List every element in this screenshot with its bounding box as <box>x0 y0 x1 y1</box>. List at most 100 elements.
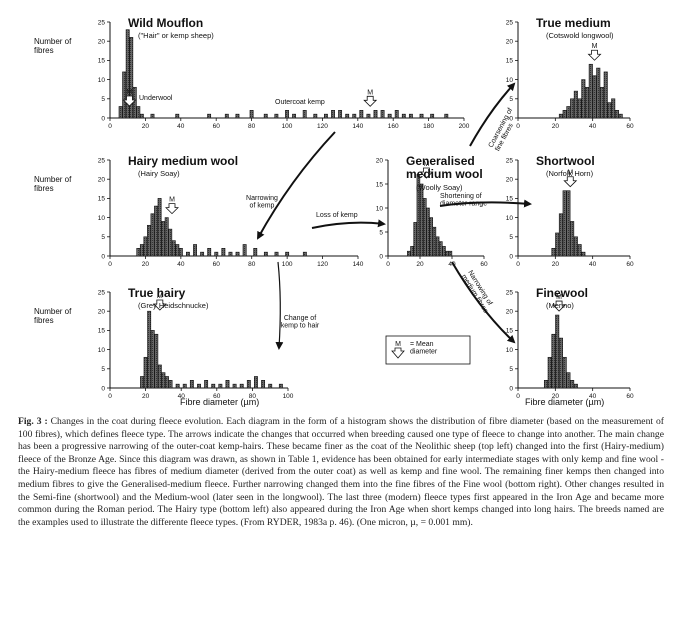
histogram-bar <box>218 383 223 389</box>
histogram-bar <box>147 310 152 389</box>
histogram-bar <box>225 380 230 389</box>
histogram-bar <box>558 113 563 119</box>
x-tick-label: 40 <box>448 261 456 268</box>
histogram-bar <box>139 113 144 119</box>
y-tick-label: 5 <box>509 366 513 373</box>
histogram-bar <box>562 110 567 119</box>
mean-marker-letter: M <box>423 161 429 168</box>
y-tick-label: 10 <box>98 215 106 222</box>
x-tick-label: 160 <box>388 123 399 130</box>
x-tick-label: 60 <box>626 123 634 130</box>
panel-title: True medium <box>536 16 611 30</box>
mean-marker: M <box>363 89 378 107</box>
histogram-bar <box>380 110 385 119</box>
y-tick-label: 25 <box>98 19 106 26</box>
x-tick-label: 60 <box>213 261 221 268</box>
x-tick-label: 0 <box>108 393 112 400</box>
mean-arrow-icon <box>552 300 567 312</box>
histogram-bar <box>408 113 413 119</box>
histogram-bar <box>147 224 151 257</box>
histogram-bar <box>599 86 605 119</box>
panel-title: Finewool <box>536 286 588 300</box>
x-tick-label: 20 <box>142 123 150 130</box>
histogram-bar <box>182 383 187 389</box>
x-tick-label: 0 <box>108 123 112 130</box>
y-tick-label: 20 <box>376 157 384 164</box>
histogram-bar <box>292 113 297 119</box>
histogram-bar <box>211 383 216 389</box>
histogram-bar <box>566 190 571 257</box>
histogram-bar <box>302 251 307 257</box>
mean-marker-letter: M <box>367 89 373 96</box>
x-tick-label: 0 <box>108 261 112 268</box>
histogram-hairy-medium-wool: 0 5 10 15 20 25 0 20 40 60 80 100 120 140 M Hairy mediu… <box>34 154 364 268</box>
histogram-bar <box>197 383 201 389</box>
histogram-bar <box>207 248 212 257</box>
histogram-bar <box>129 37 134 119</box>
y-tick-label: 0 <box>101 385 105 392</box>
x-tick-label: 100 <box>282 261 293 268</box>
histogram-bar <box>410 246 414 257</box>
annotation-underwool: Underwool <box>139 95 173 102</box>
histogram-bar <box>285 251 290 257</box>
x-tick-label: 0 <box>516 261 520 268</box>
mean-marker-letter: M <box>592 43 598 50</box>
mean-arrow-icon <box>122 95 137 107</box>
histogram-bar <box>419 113 424 119</box>
mean-marker-letter: M <box>567 170 573 177</box>
histogram-bar <box>246 380 251 389</box>
y-tick-label: 15 <box>376 181 384 188</box>
y-tick-label: 15 <box>98 196 106 203</box>
histogram-bar <box>165 376 169 389</box>
y-tick-label: 10 <box>376 205 384 212</box>
y-tick-label: 10 <box>506 215 514 222</box>
histogram-bar <box>558 213 563 257</box>
histogram-bar <box>150 113 155 119</box>
arrow-loss-of-kemp <box>311 219 386 229</box>
mean-arrow-icon <box>587 49 602 61</box>
mean-marker-letter: M <box>556 294 562 301</box>
x-tick-label: 140 <box>353 261 364 268</box>
y-tick-label: 0 <box>509 385 513 392</box>
mean-arrow-icon <box>152 299 167 311</box>
histogram-bar <box>274 251 279 257</box>
histogram-bar <box>338 110 343 119</box>
legend-arrow-icon <box>391 347 405 359</box>
histogram-bar <box>154 333 159 389</box>
x-tick-label: 120 <box>317 261 328 268</box>
histogram-bar <box>592 75 597 119</box>
histogram-bar <box>345 113 350 119</box>
y-tick-label: 10 <box>506 77 514 84</box>
panel-subtitle: (Grey Heidschnucke) <box>138 301 209 310</box>
histogram-bar <box>224 113 229 119</box>
x-axis-label-right: Fibre diameter (µm) <box>525 397 604 407</box>
panel-subtitle: (Hairy Soay) <box>138 169 180 178</box>
histogram-bar <box>551 248 556 257</box>
histogram-bar <box>221 248 226 257</box>
histogram-bar <box>588 63 593 119</box>
histogram-bar <box>442 246 446 257</box>
panel-subtitle: (Merino) <box>546 301 574 310</box>
histogram-bar <box>573 90 578 119</box>
histogram-bar <box>366 113 371 119</box>
histogram-bar <box>596 67 601 119</box>
histogram-bar <box>448 250 453 257</box>
histogram-bar <box>551 333 556 389</box>
y-tick-label: 0 <box>379 253 383 260</box>
y-tick-label: 20 <box>506 177 514 184</box>
histogram-bar <box>558 337 563 389</box>
figure-caption: Fig. 3 : Changes in the coat during flee… <box>18 416 664 529</box>
histogram-bar <box>573 236 578 257</box>
histogram-bar <box>585 86 590 119</box>
histogram-bar <box>150 330 155 389</box>
y-tick-label: 5 <box>509 234 513 241</box>
histogram-bar <box>324 113 328 119</box>
histogram-bar <box>154 205 158 257</box>
y-tick-label: 20 <box>98 309 106 316</box>
y-tick-label: 0 <box>101 253 105 260</box>
mean-marker-letter: M <box>169 197 175 204</box>
mean-marker: M <box>587 43 602 61</box>
histogram-bar <box>232 383 237 389</box>
x-tick-label: 60 <box>213 393 221 400</box>
